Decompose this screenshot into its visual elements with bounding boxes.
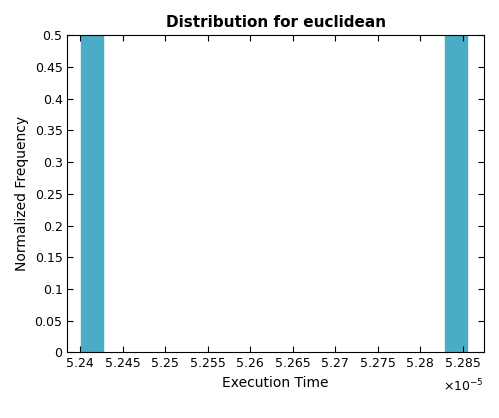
Text: $\times10^{-5}$: $\times10^{-5}$ (443, 377, 484, 394)
Title: Distribution for euclidean: Distribution for euclidean (166, 15, 386, 30)
X-axis label: Execution Time: Execution Time (223, 376, 329, 390)
Bar (445, 36, 467, 352)
Bar (81, 36, 103, 352)
Y-axis label: Normalized Frequency: Normalized Frequency (15, 116, 29, 271)
